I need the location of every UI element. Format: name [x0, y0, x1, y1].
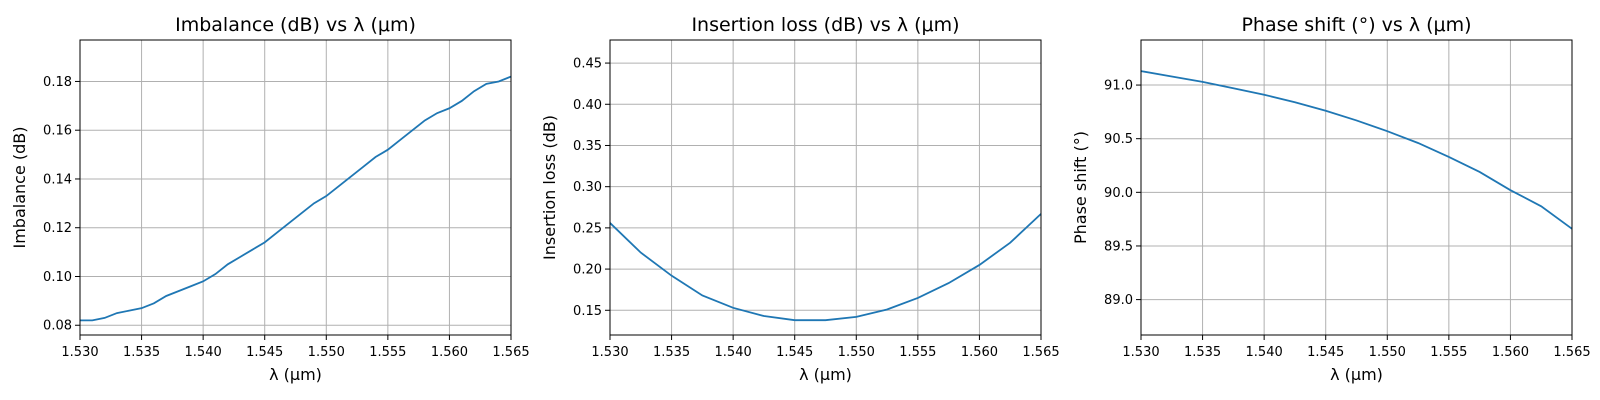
y-tick-label: 91.0 — [1104, 79, 1133, 94]
x-tick-label: 1.565 — [1553, 345, 1590, 360]
y-axis-label: Imbalance (dB) — [10, 127, 29, 249]
y-tick-label: 0.45 — [573, 57, 602, 72]
chart-panel-2: 1.530 1.535 1.540 1.545 1.550 1.555 1.560 1.565… — [540, 14, 1060, 384]
x-tick-label: 1.565 — [492, 345, 529, 360]
series-line — [1140, 70, 1573, 230]
x-tick-label: 1.560 — [1492, 345, 1529, 360]
y-tick-label: 0.08 — [43, 319, 72, 334]
y-tick-label: 0.15 — [573, 304, 602, 319]
y-tick-label: 0.30 — [573, 180, 602, 195]
x-tick-label: 1.535 — [653, 345, 690, 360]
x-tick-label: 1.555 — [1430, 345, 1467, 360]
x-tick-label: 1.555 — [369, 345, 406, 360]
y-tick-label: 0.16 — [43, 124, 72, 139]
y-tick-label: 89.0 — [1104, 293, 1133, 308]
x-tick-label: 1.555 — [899, 345, 936, 360]
series-line — [80, 75, 512, 322]
y-tick-label: 0.40 — [573, 98, 602, 113]
x-tick-label: 1.530 — [1122, 345, 1159, 360]
x-tick-label: 1.560 — [431, 345, 468, 360]
x-tick-label: 1.550 — [308, 345, 345, 360]
x-tick-label: 1.540 — [1246, 345, 1283, 360]
y-tick-label: 90.0 — [1104, 186, 1133, 201]
x-tick-label: 1.530 — [591, 345, 628, 360]
plot-frame — [79, 39, 512, 336]
x-axis-label: λ (μm) — [1330, 365, 1383, 384]
x-axis-label: λ (μm) — [799, 365, 852, 384]
y-tick-label: 0.14 — [43, 172, 72, 187]
x-tick-label: 1.545 — [1307, 345, 1344, 360]
x-tick-label: 1.530 — [61, 345, 98, 360]
plot-frame — [609, 39, 1042, 336]
plot-frame — [1140, 39, 1573, 336]
y-tick-label: 0.18 — [43, 75, 72, 90]
y-tick-label: 0.10 — [43, 270, 72, 285]
y-tick-label: 89.5 — [1104, 239, 1133, 254]
x-tick-label: 1.550 — [1369, 345, 1406, 360]
y-tick-label: 0.35 — [573, 139, 602, 154]
x-tick-label: 1.545 — [776, 345, 813, 360]
chart-panel-3: 1.530 1.535 1.540 1.545 1.550 1.555 1.560 1.565… — [1071, 14, 1591, 384]
chart-title: Phase shift (°) vs λ (μm) — [1241, 14, 1471, 36]
y-axis-label: Insertion loss (dB) — [540, 115, 559, 260]
x-tick-label: 1.535 — [123, 345, 160, 360]
chart-panel-1: 1.530 1.535 1.540 1.545 1.550 1.555 1.560 1.565… — [10, 14, 530, 384]
y-tick-label: 0.20 — [573, 263, 602, 278]
y-tick-label: 0.25 — [573, 221, 602, 236]
y-tick-label: 90.5 — [1104, 132, 1133, 147]
chart-title: Insertion loss (dB) vs λ (μm) — [691, 14, 959, 36]
series-line — [609, 213, 1042, 322]
x-tick-label: 1.535 — [1184, 345, 1221, 360]
x-tick-label: 1.560 — [961, 345, 998, 360]
x-tick-label: 1.540 — [185, 345, 222, 360]
chart-title: Imbalance (dB) vs λ (μm) — [175, 14, 416, 36]
y-tick-label: 0.12 — [43, 221, 72, 236]
x-axis-label: λ (μm) — [269, 365, 322, 384]
x-tick-label: 1.540 — [715, 345, 752, 360]
x-tick-label: 1.550 — [838, 345, 875, 360]
y-axis-label: Phase shift (°) — [1071, 131, 1090, 244]
x-tick-label: 1.545 — [246, 345, 283, 360]
x-tick-label: 1.565 — [1022, 345, 1059, 360]
